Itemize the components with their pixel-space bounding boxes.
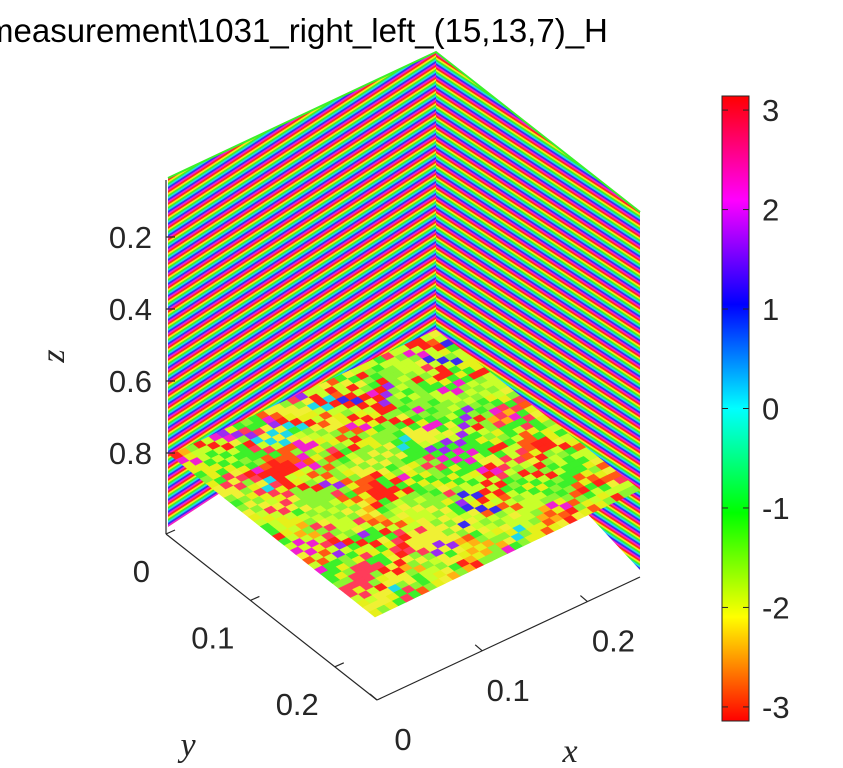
x-tick-mark bbox=[580, 595, 588, 603]
colorbar-tick-label: 0 bbox=[762, 392, 779, 427]
y-axis: 0 0.1 0.2 bbox=[133, 529, 345, 722]
x-tick-mark bbox=[474, 644, 483, 652]
colorbar-tick-label: -3 bbox=[762, 690, 790, 725]
axes-box bbox=[165, 180, 641, 701]
z-axis: 0.2 0.4 0.6 0.8 bbox=[109, 220, 175, 471]
slice-plane-x bbox=[168, 52, 436, 527]
z-tick-label: 0.8 bbox=[109, 436, 152, 471]
colorbar-tick-label: 1 bbox=[762, 292, 779, 327]
y-tick-mark bbox=[165, 529, 176, 535]
x-tick-label: 0.1 bbox=[487, 673, 530, 708]
slice-plane-y bbox=[436, 52, 640, 570]
colorbar-ticks: 3 2 1 0 -1 -2 -3 bbox=[722, 93, 790, 725]
colorbar-tick-label: 3 bbox=[762, 93, 779, 128]
colorbar-tick-label: -2 bbox=[762, 590, 790, 625]
x-tick-label: 0.2 bbox=[592, 624, 635, 659]
z-tick-label: 0.4 bbox=[109, 292, 152, 327]
slice-plane-z bbox=[169, 329, 641, 618]
x-tick-mark bbox=[369, 693, 378, 701]
y-tick-label: 0 bbox=[133, 554, 150, 589]
x-axis: 0 0.1 0.2 bbox=[369, 595, 635, 757]
speckle-cell bbox=[625, 484, 641, 495]
plane-top-edge bbox=[167, 50, 641, 213]
x-axis-label: x bbox=[561, 733, 577, 768]
z-tick-label: 0.2 bbox=[109, 220, 152, 255]
x-tick-label: 0 bbox=[394, 722, 411, 757]
z-tick-label: 0.6 bbox=[109, 364, 152, 399]
colorbar-tick-label: 2 bbox=[762, 193, 779, 228]
y-tick-label: 0.2 bbox=[276, 687, 319, 722]
y-tick-mark bbox=[250, 595, 260, 601]
z-axis-label: z bbox=[35, 349, 72, 363]
y-tick-label: 0.1 bbox=[191, 620, 234, 655]
colorbar-tick-label: -1 bbox=[762, 491, 790, 526]
y-axis-label: y bbox=[177, 727, 196, 764]
chart-title: measurement\1031_right_left_(15,13,7)_H bbox=[0, 12, 608, 49]
y-tick-mark bbox=[334, 662, 345, 668]
